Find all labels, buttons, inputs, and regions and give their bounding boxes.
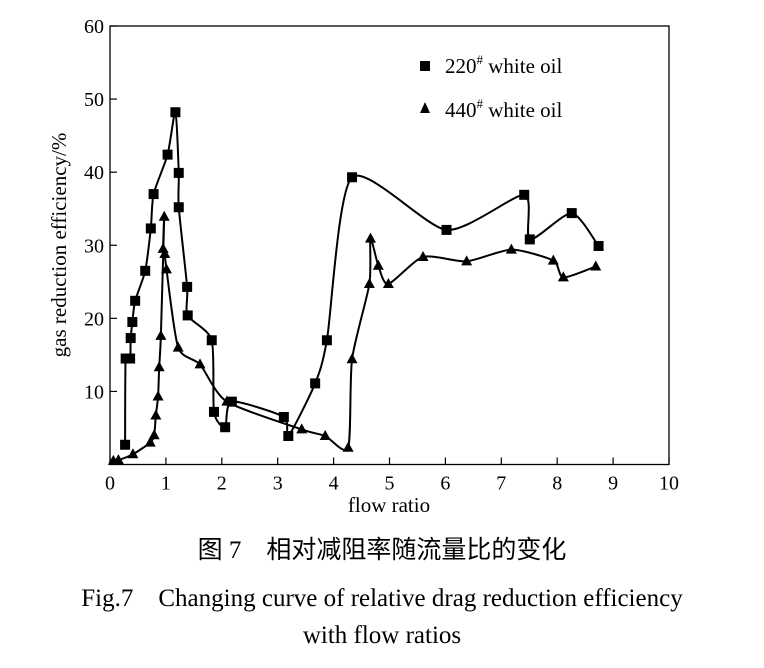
caption-english-line2: with flow ratios [302,622,462,649]
y-tick-label: 10 [84,381,104,403]
x-tick-label: 5 [385,473,395,495]
data-point-triangle [505,243,517,254]
x-tick-label: 9 [608,473,618,495]
data-point-square [566,208,577,219]
x-tick-label: 10 [659,473,679,495]
data-point-triangle [590,260,602,271]
data-point-triangle [319,429,331,440]
data-point-triangle [160,263,172,274]
data-point-square [278,411,289,422]
data-point-triangle [461,255,473,266]
data-point-triangle [382,277,394,288]
x-axis-label: flow ratio [348,493,430,517]
data-point-triangle [158,210,170,221]
data-point-square [120,439,131,450]
data-point-square [173,202,184,213]
x-tick-label: 3 [273,473,283,495]
data-point-square [519,189,530,200]
data-point-triangle [364,232,376,243]
legend: 220# white oil 440# white oil [420,52,562,122]
data-point-triangle [296,423,308,434]
data-point-square [206,335,217,346]
data-point-triangle [150,409,162,420]
x-tick-label: 6 [440,473,450,495]
data-point-square [162,149,173,160]
data-point-square [170,107,181,118]
plot-frame [109,25,670,466]
data-point-square [173,167,184,178]
data-point-triangle [155,329,167,340]
data-point-square [148,189,159,200]
data-point-square [593,240,604,251]
legend-label-220: 220# white oil [445,52,562,78]
data-point-triangle [172,341,184,352]
data-point-square [283,430,294,441]
data-point-triangle [127,448,139,459]
legend-marker-square [420,61,430,71]
data-point-triangle [417,250,429,261]
data-point-square [125,333,136,344]
legend-marker-triangle [420,102,430,113]
data-point-square [182,281,193,292]
data-point-triangle [363,277,375,288]
data-point-triangle [112,454,124,465]
data-point-square [127,316,138,327]
data-point-square [125,353,136,364]
data-point-square [220,422,231,433]
legend-label-440: 440# white oil [445,96,562,122]
data-point-square [321,335,332,346]
data-point-triangle [547,254,559,265]
data-point-square [524,234,535,245]
y-tick-label: 30 [84,235,104,257]
y-tick-label: 40 [84,162,104,184]
data-point-square [441,224,452,235]
caption-english-line1: Fig.7 Changing curve of relative drag re… [81,585,683,612]
y-tick-label: 50 [84,89,104,111]
x-tick-label: 1 [161,473,171,495]
data-point-square [130,295,141,306]
data-point-triangle [221,395,233,406]
y-tick-label: 60 [84,16,104,38]
x-tick-label: 0 [105,473,115,495]
x-tick-label: 2 [217,473,227,495]
data-point-triangle [372,259,384,270]
data-point-triangle [153,361,165,372]
data-point-square [182,310,193,321]
data-point-square [140,265,151,276]
data-point-triangle [144,436,156,447]
y-tick-label: 20 [84,308,104,330]
data-point-triangle [346,353,358,364]
x-tick-label: 4 [329,473,339,495]
data-point-triangle [342,441,354,452]
data-point-triangle [152,390,164,401]
x-tick-label: 8 [552,473,562,495]
data-point-square [347,172,358,183]
series-line-440 [113,214,597,462]
x-tick-label: 7 [496,473,506,495]
data-point-triangle [148,429,160,440]
data-point-triangle [159,248,171,259]
data-point-triangle [557,271,569,282]
data-point-triangle [194,358,206,369]
caption-chinese: 图 7 相对减阻率随流量比的变化 [197,537,567,564]
y-axis-label: gas reduction efficiency/% [47,133,71,358]
data-point-square [145,223,156,234]
data-point-square [226,396,237,407]
series-line-220 [124,111,600,445]
data-point-square [208,406,219,417]
data-point-square [310,378,321,389]
